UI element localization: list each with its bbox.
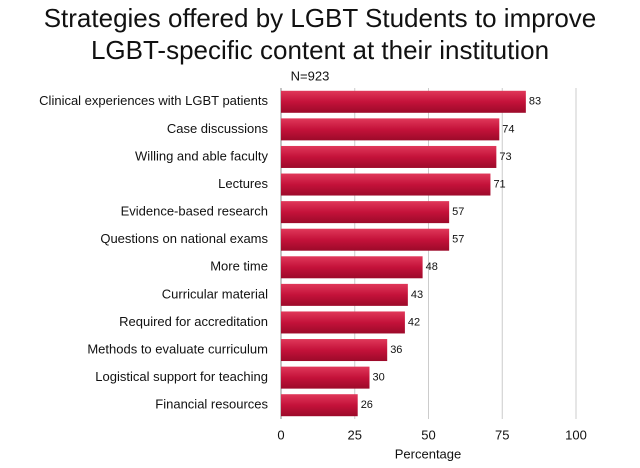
- y-tick-label: Lectures: [218, 176, 268, 191]
- y-tick-label: More time: [210, 259, 268, 274]
- subtitle: N=923: [291, 68, 330, 83]
- value-label: 83: [529, 96, 541, 108]
- x-tick-label: 25: [348, 427, 362, 442]
- value-label: 57: [452, 206, 464, 218]
- bar: [281, 366, 370, 389]
- bar: [281, 118, 500, 141]
- value-label: 71: [493, 178, 505, 190]
- x-tick-label: 75: [495, 427, 509, 442]
- y-tick-label: Financial resources: [155, 397, 268, 412]
- x-tick-label: 0: [277, 427, 284, 442]
- value-label: 36: [390, 344, 402, 356]
- x-axis-label: Percentage: [395, 446, 462, 461]
- bar: [281, 339, 388, 362]
- value-label: 42: [408, 316, 420, 328]
- bar: [281, 256, 423, 279]
- x-tick-label: 100: [565, 427, 587, 442]
- x-tick-label: 50: [421, 427, 435, 442]
- chart-title: Strategies offered by LGBT Students to i…: [43, 3, 597, 65]
- y-tick-label: Logistical support for teaching: [95, 369, 268, 384]
- bar: [281, 201, 450, 224]
- y-tick-label: Required for accreditation: [119, 314, 268, 329]
- value-label: 48: [426, 261, 438, 273]
- bar: [281, 283, 408, 306]
- value-label: 30: [373, 372, 385, 384]
- bar: [281, 173, 491, 196]
- title-box: Strategies offered by LGBT Students to i…: [0, 2, 640, 66]
- bar: [281, 394, 358, 417]
- y-tick-label: Evidence-based research: [121, 204, 268, 219]
- y-tick-label: Clinical experiences with LGBT patients: [39, 93, 268, 108]
- y-tick-label: Willing and able faculty: [135, 148, 268, 163]
- y-tick-label: Questions on national exams: [100, 231, 268, 246]
- value-label: 73: [499, 151, 511, 163]
- bar: [281, 311, 405, 334]
- value-label: 43: [411, 289, 423, 301]
- bar: [281, 145, 497, 168]
- y-tick-label: Case discussions: [167, 121, 269, 136]
- y-tick-label: Curricular material: [162, 286, 268, 301]
- bar: [281, 90, 526, 113]
- y-tick-label: Methods to evaluate curriculum: [87, 341, 268, 356]
- value-label: 26: [361, 399, 373, 411]
- value-label: 57: [452, 234, 464, 246]
- value-label: 74: [502, 123, 514, 135]
- bar: [281, 228, 450, 251]
